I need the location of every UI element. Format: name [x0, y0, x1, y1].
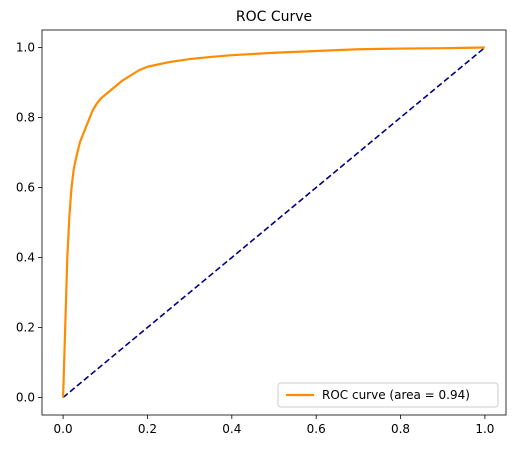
axes: 0.0 0.2 0.4 0.6 0.8 1.0 0.0 0.2 0.4 0.6 0.8 1.0 — [16, 41, 495, 437]
x-tick-label: 0.6 — [307, 422, 326, 436]
x-tick-label: 0.2 — [138, 422, 157, 436]
y-tick-label: 0.2 — [16, 321, 35, 335]
x-tick-label: 1.0 — [475, 422, 494, 436]
chart-title: ROC Curve — [236, 9, 312, 25]
x-tick-label: 0.8 — [391, 422, 410, 436]
roc-curve-line — [61, 46, 485, 398]
y-tick-label: 1.0 — [16, 41, 35, 55]
y-tick-label: 0.0 — [16, 391, 35, 405]
y-tick-label: 0.8 — [16, 111, 35, 125]
x-tick-label: 0.4 — [222, 422, 241, 436]
y-tick-label: 0.4 — [16, 251, 35, 265]
plot-frame — [41, 29, 507, 416]
chance-diagonal-line — [62, 46, 486, 399]
series-layer — [61, 46, 486, 399]
legend-label: ROC curve (area = 0.94) — [322, 388, 470, 402]
y-tick-label: 0.6 — [16, 181, 35, 195]
legend: ROC curve (area = 0.94) — [277, 382, 499, 408]
legend-box — [277, 382, 499, 408]
x-tick-label: 0.0 — [54, 422, 73, 436]
